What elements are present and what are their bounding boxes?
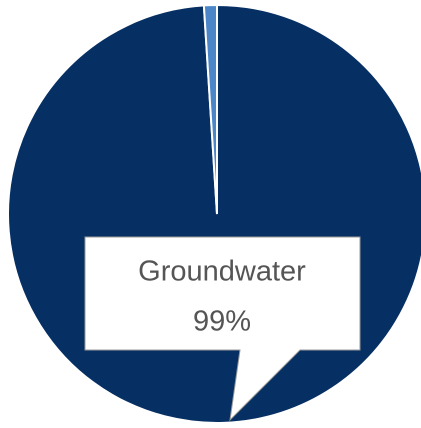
pie-slice bbox=[202, 3, 218, 215]
slice-value-label: 99% bbox=[193, 306, 251, 338]
slice-category-label: Groundwater bbox=[138, 256, 306, 288]
callout-box bbox=[84, 236, 361, 422]
